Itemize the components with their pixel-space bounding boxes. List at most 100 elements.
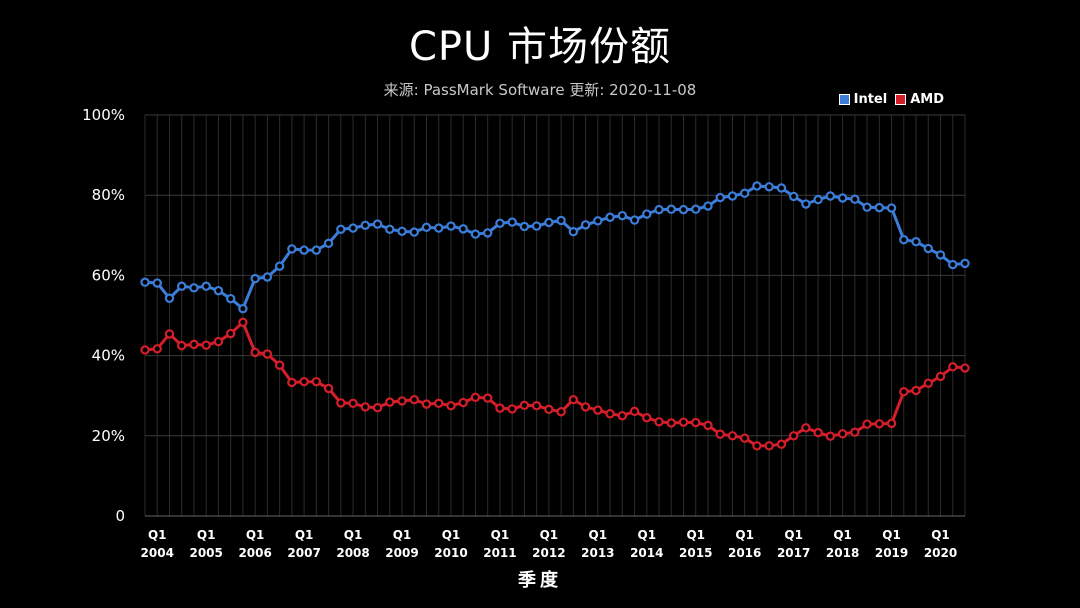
data-point-intel <box>177 281 187 291</box>
data-point-amd <box>593 405 603 415</box>
data-point-intel <box>189 283 199 293</box>
x-tick-label-quarter: Q1 <box>784 528 803 542</box>
data-point-intel <box>593 216 603 226</box>
data-point-intel <box>911 237 921 247</box>
data-point-intel <box>262 272 273 282</box>
data-point-amd <box>299 376 309 387</box>
data-point-amd <box>201 340 211 350</box>
data-point-intel <box>727 191 738 201</box>
data-point-amd <box>421 399 432 409</box>
data-point-amd <box>446 401 456 411</box>
x-tick-label-quarter: Q1 <box>197 528 216 542</box>
data-point-amd <box>250 347 260 358</box>
data-point-amd <box>935 371 946 382</box>
data-point-intel <box>862 202 872 212</box>
y-tick-label: 0 <box>115 507 125 525</box>
data-point-amd <box>948 362 958 372</box>
x-tick-label-quarter: Q1 <box>246 528 265 542</box>
data-point-intel <box>446 221 456 231</box>
data-point-intel <box>691 204 701 214</box>
data-point-amd <box>323 383 334 394</box>
data-point-amd <box>899 386 909 397</box>
legend-label-intel: Intel <box>853 92 888 107</box>
x-tick-label-quarter: Q1 <box>393 528 412 542</box>
data-point-intel <box>470 229 481 239</box>
data-point-amd <box>776 439 787 449</box>
chart-title: CPU 市场份额 <box>408 24 672 70</box>
x-tick-label-quarter: Q1 <box>491 528 510 542</box>
data-point-amd <box>666 418 676 428</box>
data-point-amd <box>238 317 248 328</box>
x-tick-label-year: 2005 <box>189 546 222 560</box>
data-point-amd <box>372 403 383 413</box>
data-point-intel <box>385 224 395 234</box>
x-tick-label-year: 2020 <box>924 546 957 560</box>
x-tick-label-year: 2007 <box>287 546 320 560</box>
data-point-amd <box>274 360 285 370</box>
x-tick-label-year: 2004 <box>141 546 174 560</box>
data-point-amd <box>715 429 725 439</box>
x-tick-label-year: 2008 <box>336 546 369 560</box>
data-point-intel <box>935 250 946 260</box>
data-point-amd <box>691 417 701 428</box>
legend-item-intel[interactable]: Intel <box>838 92 888 107</box>
data-point-amd <box>740 433 750 443</box>
data-point-intel <box>495 218 505 228</box>
x-tick-label-quarter: Q1 <box>442 528 461 542</box>
data-point-intel <box>372 219 383 229</box>
data-point-amd <box>482 393 493 403</box>
data-point-amd <box>764 441 774 451</box>
data-point-amd <box>678 417 689 427</box>
data-point-intel <box>421 222 432 232</box>
data-point-amd <box>360 402 370 412</box>
data-point-amd <box>140 345 150 355</box>
data-point-amd <box>813 427 823 438</box>
data-point-intel <box>531 221 542 231</box>
data-point-intel <box>678 204 689 215</box>
data-point-amd <box>152 344 162 354</box>
data-point-intel <box>458 224 468 234</box>
data-point-amd <box>434 398 444 409</box>
data-point-intel <box>899 235 909 245</box>
data-point-amd <box>801 423 811 433</box>
data-point-intel <box>764 182 774 192</box>
x-tick-label-quarter: Q1 <box>833 528 852 542</box>
data-point-amd <box>911 385 921 396</box>
data-point-intel <box>715 192 725 203</box>
y-tick-label: 60% <box>92 266 125 284</box>
data-point-intel <box>311 245 322 255</box>
data-point-intel <box>140 277 150 287</box>
y-tick-label: 40% <box>92 347 125 365</box>
data-point-intel <box>164 293 175 303</box>
legend: Intel AMD <box>838 92 944 107</box>
data-point-intel <box>213 285 224 296</box>
data-point-amd <box>519 400 530 411</box>
data-point-amd <box>874 419 885 429</box>
data-point-intel <box>568 226 579 237</box>
data-point-amd <box>727 431 738 441</box>
data-point-amd <box>348 398 358 409</box>
data-point-intel <box>801 199 811 209</box>
x-tick-label-quarter: Q1 <box>344 528 363 542</box>
data-point-intel <box>507 217 517 227</box>
data-point-intel <box>948 259 958 270</box>
data-point-intel <box>740 188 750 198</box>
data-point-intel <box>923 243 933 254</box>
data-point-intel <box>201 281 211 291</box>
data-point-amd <box>960 363 970 373</box>
data-point-intel <box>605 212 615 222</box>
data-point-intel <box>654 204 664 215</box>
data-point-amd <box>862 419 872 429</box>
data-point-amd <box>458 397 468 408</box>
data-point-intel <box>434 223 444 233</box>
data-point-intel <box>617 210 628 221</box>
x-tick-label-year: 2015 <box>679 546 712 560</box>
x-tick-label-year: 2006 <box>238 546 271 560</box>
data-point-intel <box>250 273 260 284</box>
x-tick-label-year: 2010 <box>434 546 467 560</box>
data-point-intel <box>629 215 640 225</box>
legend-item-amd[interactable]: AMD <box>895 92 944 107</box>
data-point-intel <box>788 191 799 202</box>
data-point-amd <box>544 404 554 415</box>
